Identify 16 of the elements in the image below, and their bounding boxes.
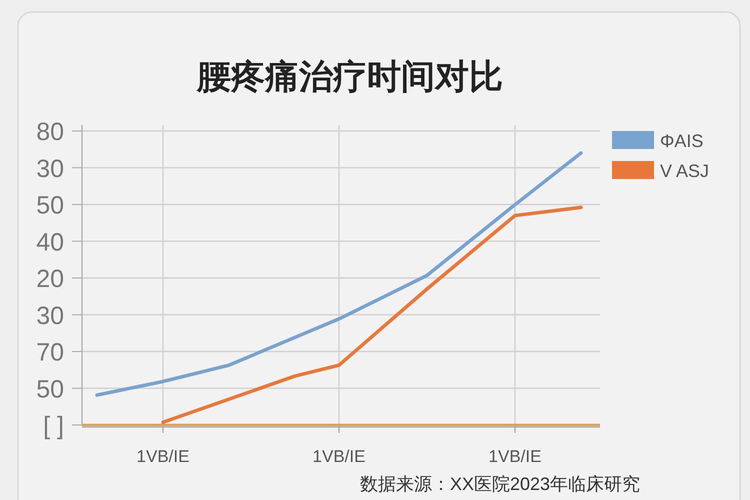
- text: 30: [36, 154, 64, 183]
- chart-title: 腰疼痛治疗时间对比: [196, 58, 503, 96]
- x-tick-label: 1VB/IE: [136, 447, 190, 466]
- text: 20: [36, 265, 64, 293]
- text: 80: [36, 118, 64, 146]
- text: 50: [36, 192, 64, 220]
- text: 40: [36, 228, 64, 256]
- x-tick-label: 1VB/IE: [488, 447, 542, 466]
- legend-label: V ASJ: [660, 161, 710, 181]
- text: 50: [36, 375, 64, 404]
- legend-label: ΦAIS: [660, 131, 704, 151]
- x-tick-label: 1VB/IE: [312, 447, 366, 466]
- text: 30: [36, 302, 64, 330]
- text: 70: [36, 338, 64, 366]
- text: [ ]: [43, 412, 64, 440]
- source-note: 数据来源：XX医院2023年临床研究: [360, 474, 640, 494]
